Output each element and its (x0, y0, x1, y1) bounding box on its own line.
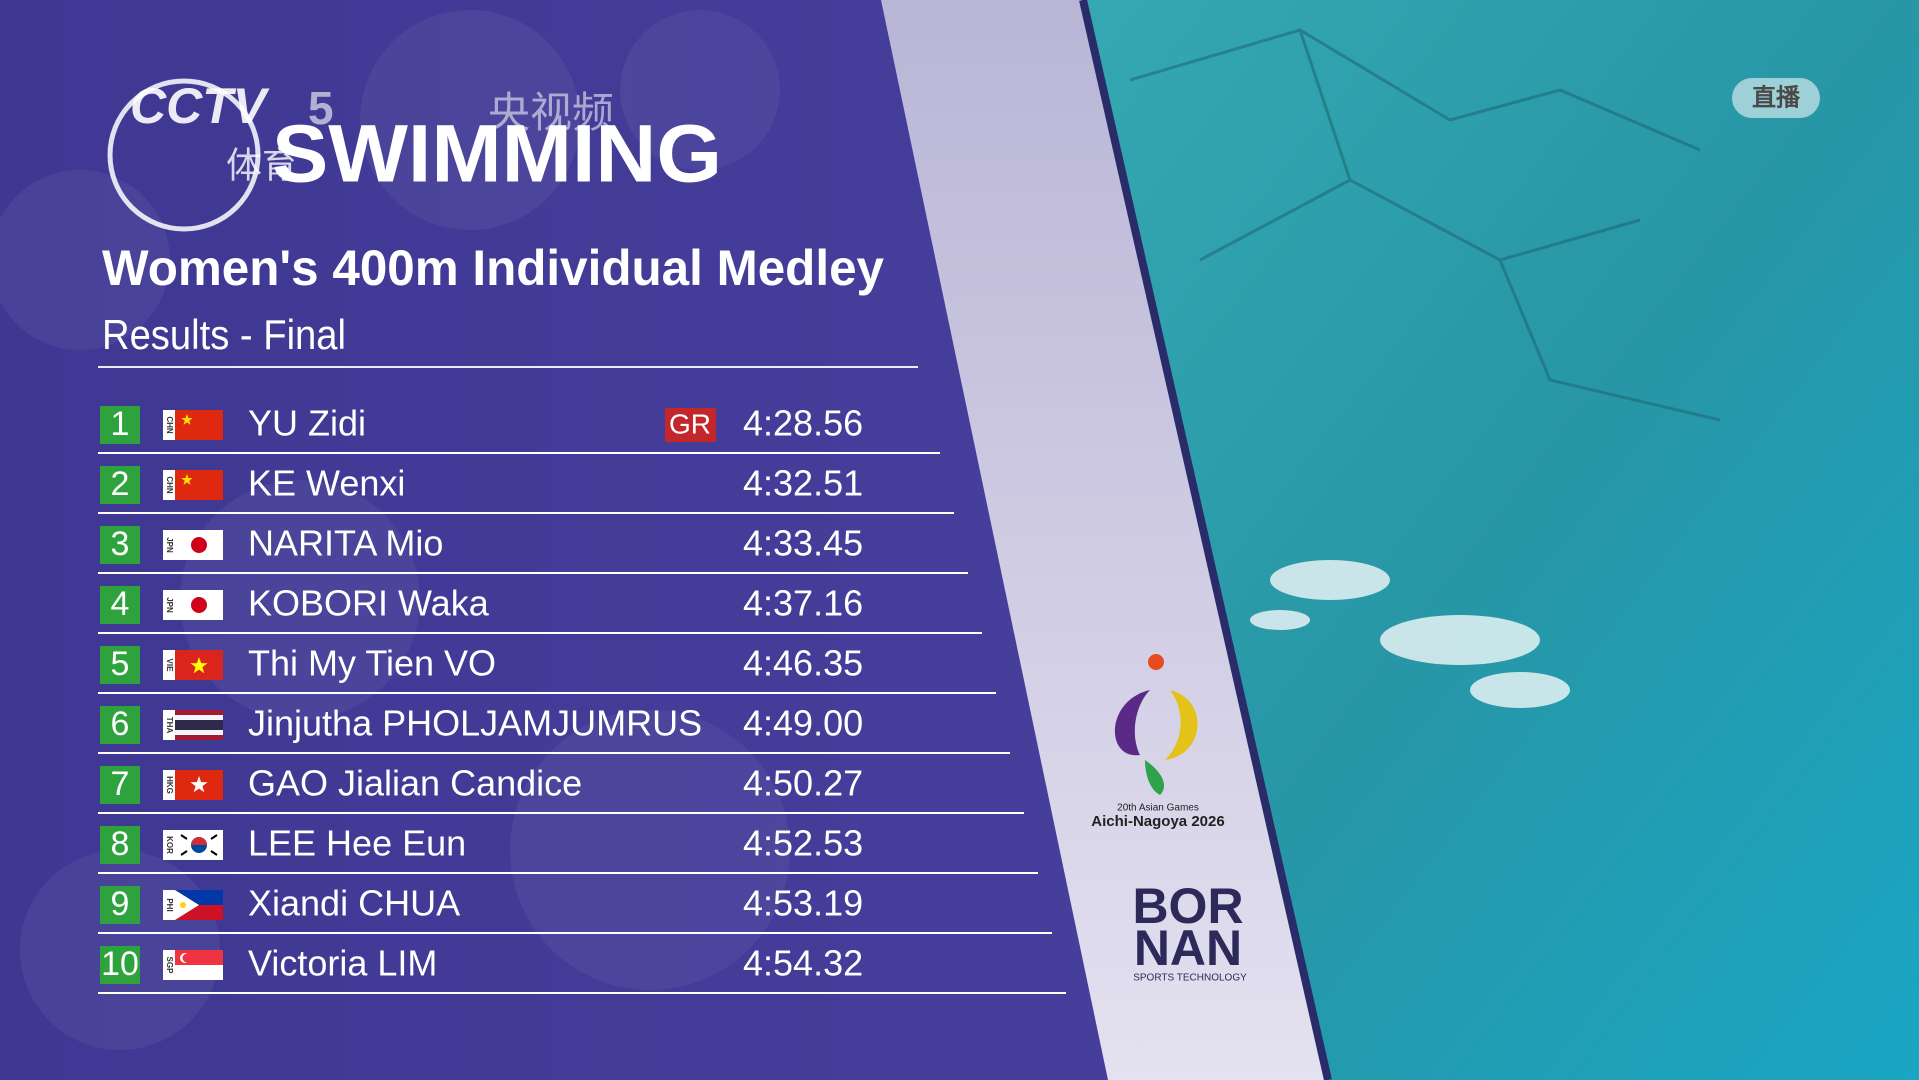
rank: 8 (111, 825, 130, 863)
time: 4:32.51 (743, 463, 863, 504)
time: 4:33.45 (743, 523, 863, 564)
country-strip (163, 950, 175, 980)
channel-number: 5 (308, 82, 334, 134)
athlete-name: KE Wenxi (248, 463, 405, 504)
channel-name: CCTV (130, 78, 270, 134)
rank-box (100, 886, 140, 924)
athlete-name: NARITA Mio (248, 523, 443, 564)
diagonal-band (881, 0, 1328, 1080)
rank-box (100, 766, 140, 804)
rank-box (100, 586, 140, 624)
country-code: PHI (165, 898, 174, 911)
time: 4:53.19 (743, 883, 863, 924)
pool-cracks (1129, 28, 1721, 422)
flag-thailand (175, 710, 223, 740)
flag-hong-kong (175, 770, 223, 800)
rank-box (100, 526, 140, 564)
athlete-name: GAO Jialian Candice (248, 763, 582, 804)
brand-line1: BOR (1132, 878, 1243, 934)
rank: 5 (111, 645, 130, 683)
time: 4:54.32 (743, 943, 863, 984)
event-title: Women's 400m Individual Medley (102, 240, 884, 296)
flag-korea (175, 830, 223, 860)
sport-title: SWIMMING (272, 109, 722, 200)
app-watermark: 央视频 (488, 89, 614, 136)
country-strip (163, 770, 175, 800)
country-code: CHN (165, 476, 174, 494)
time: 4:52.53 (743, 823, 863, 864)
athlete-name: KOBORI Waka (248, 583, 490, 624)
time: 4:46.35 (743, 643, 863, 684)
athlete-name: YU Zidi (248, 403, 366, 444)
cctv-logo-ring (107, 78, 261, 232)
athlete-name: Jinjutha PHOLJAMJUMRUS (248, 703, 702, 744)
flag-japan (175, 590, 223, 620)
rank: 2 (111, 465, 130, 503)
country-strip (163, 830, 175, 860)
rank: 7 (111, 765, 130, 803)
country-code: SGP (165, 957, 174, 975)
time: 4:50.27 (743, 763, 863, 804)
country-strip (163, 410, 175, 440)
band-edge (1079, 0, 1332, 1080)
country-code: HKG (165, 776, 174, 794)
flag-vietnam (175, 650, 223, 680)
rank: 4 (111, 585, 130, 623)
rank: 3 (111, 525, 130, 563)
brand-tagline: SPORTS TECHNOLOGY (1133, 973, 1247, 984)
time: 4:28.56 (743, 403, 863, 444)
country-strip (163, 530, 175, 560)
country-strip (163, 710, 175, 740)
live-label: 直播 (1752, 84, 1801, 111)
water-sparkles (1250, 560, 1570, 708)
pool-video (1083, 0, 1919, 1080)
decor-circles (0, 10, 790, 1050)
rank-box (100, 466, 140, 504)
rank-box (100, 946, 140, 984)
games-edition: 20th Asian Games (1117, 803, 1199, 814)
asian-games-logo (1114, 654, 1198, 795)
flag-china (175, 410, 223, 440)
live-badge (1732, 78, 1820, 118)
channel-sub: 体育 (226, 145, 298, 186)
rank: 9 (111, 885, 130, 923)
rank: 10 (101, 945, 139, 983)
rank-box (100, 826, 140, 864)
rank: 1 (111, 405, 130, 443)
flags (175, 410, 223, 980)
athlete-name: Victoria LIM (248, 943, 437, 984)
brand-line2: NAN (1134, 920, 1242, 976)
athlete-name: Thi My Tien VO (248, 643, 496, 684)
athlete-name: LEE Hee Eun (248, 823, 466, 864)
country-strip (163, 890, 175, 920)
country-code: CHN (165, 416, 174, 434)
event-subtitle: Results - Final (102, 311, 346, 358)
results-table: 1 CHN YU Zidi GR 4:28.56 2 CHN KE Wenxi 4:32.51 3… (98, 403, 1066, 994)
rank-box (100, 646, 140, 684)
flag-philippines (175, 890, 223, 920)
country-strip (163, 470, 175, 500)
country-strip (163, 650, 175, 680)
games-name: Aichi-Nagoya 2026 (1091, 813, 1224, 830)
country-strip (163, 590, 175, 620)
record: GR (669, 408, 711, 439)
time: 4:49.00 (743, 703, 863, 744)
rank: 6 (111, 705, 130, 743)
flag-china (175, 470, 223, 500)
country-code: THA (165, 717, 174, 734)
rank-box (100, 406, 140, 444)
flag-japan (175, 530, 223, 560)
country-code: VIE (165, 659, 174, 673)
country-code: JPN (165, 597, 174, 613)
rank-box (100, 706, 140, 744)
athlete-name: Xiandi CHUA (248, 883, 460, 924)
country-code: JPN (165, 537, 174, 553)
country-code: KOR (165, 836, 174, 854)
time: 4:37.16 (743, 583, 863, 624)
record-badge (665, 408, 716, 442)
flag-singapore (175, 950, 223, 980)
